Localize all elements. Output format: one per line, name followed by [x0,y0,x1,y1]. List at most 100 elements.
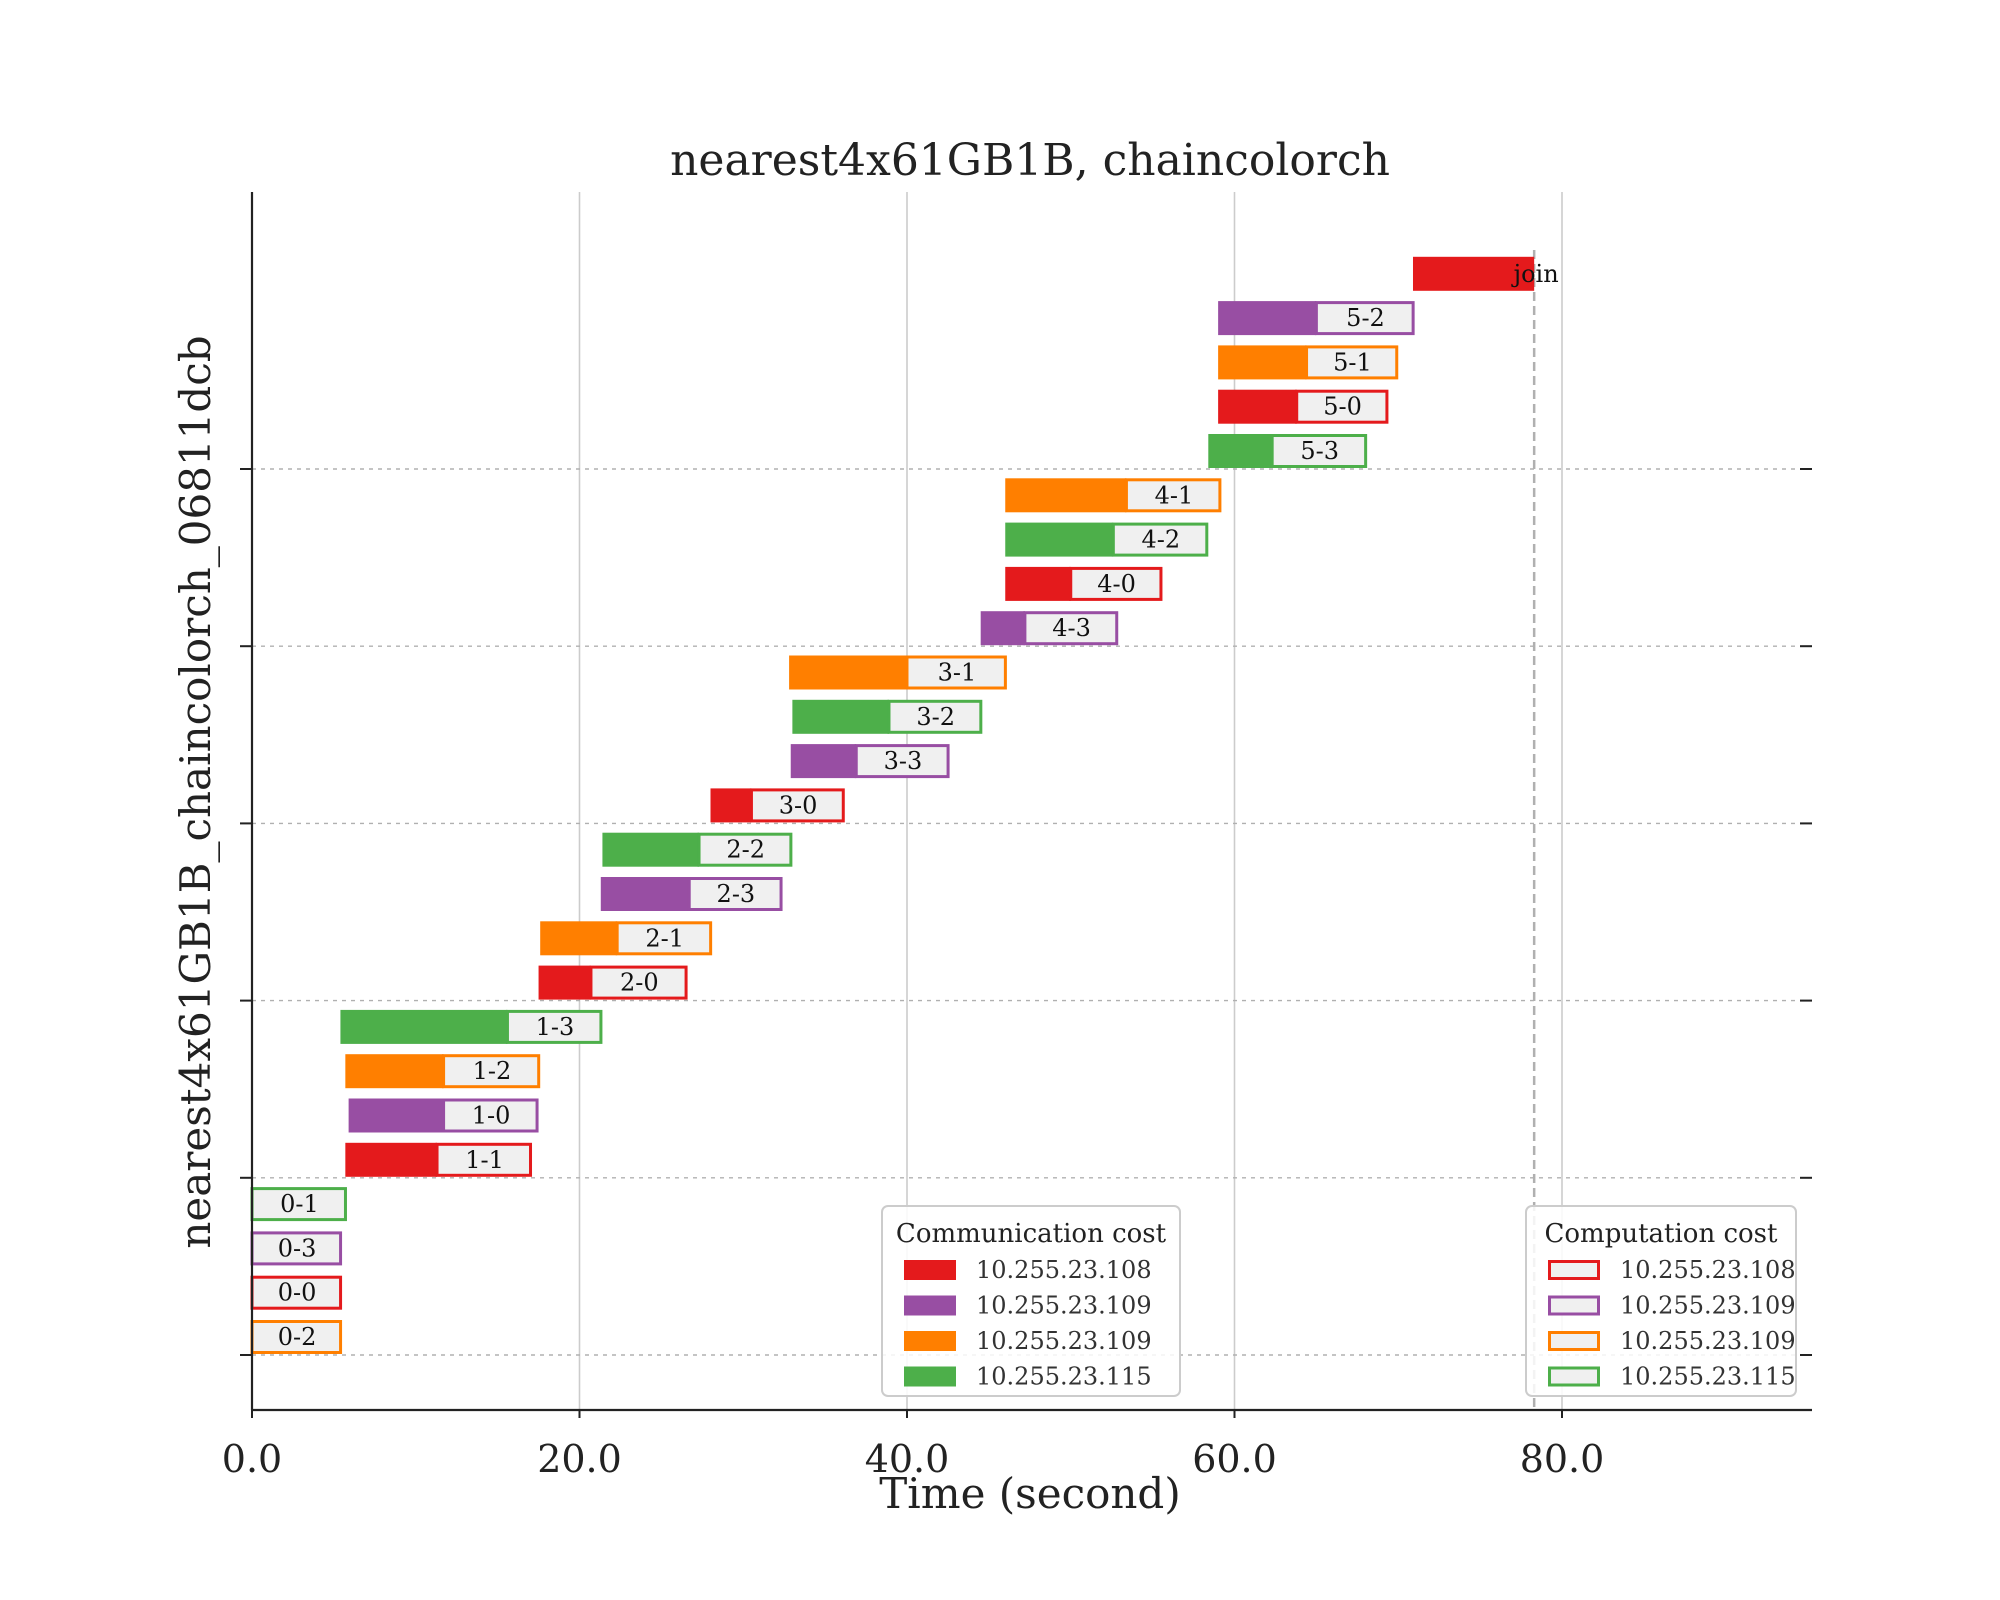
task-label: 4-1 [1155,481,1194,509]
legend-frame [881,1205,1181,1397]
task-label: 4-0 [1097,570,1136,598]
task-label: 2-1 [645,924,684,952]
communication-segment [540,921,618,956]
computation-segment [905,655,1007,690]
task-bar: 5-0 [1218,389,1389,424]
computation-segment [687,877,783,911]
task-label: 0-0 [278,1279,317,1307]
task-label: 1-1 [465,1146,504,1174]
communication-segment [1218,345,1307,380]
x-tick-label: 60.0 [1192,1437,1277,1481]
task-bar: 4-1 [1005,478,1222,513]
computation-segment [1023,611,1119,646]
task-bar: 3-2 [792,699,983,734]
computation-segment [435,1142,533,1177]
x-tick-label: 20.0 [537,1437,622,1481]
communication-segment [345,1054,444,1089]
task-label: 5-2 [1346,304,1385,332]
task-label: 0-1 [280,1190,319,1218]
legend-swatch [904,1331,956,1351]
x-axis-label: Time (second) [879,1469,1180,1518]
computation-segment [250,1231,343,1266]
computation-segment [1305,345,1399,380]
legend-entry-label: 10.255.23.115 [1620,1363,1796,1391]
legend-communication-cost: Communication cost 10.255.23.108 10.255.23… [881,1205,1181,1397]
task-bar: 0-0 [250,1275,343,1310]
task-label: 3-1 [938,659,977,687]
task-label: 5-0 [1323,393,1362,421]
communication-segment [602,832,700,867]
task-label: 0-3 [278,1234,317,1262]
task-label: 4-2 [1141,526,1180,554]
axes: 0.0 20.0 40.0 60.0 80.0 [222,192,1812,1481]
task-bar: 1-1 [345,1142,533,1177]
legend-swatch [1548,1331,1600,1351]
task-bar: 0-1 [250,1187,347,1222]
legend-title: Computation cost [1545,1219,1779,1249]
communication-segment [1005,478,1127,513]
task-bar: 4-0 [1005,566,1163,601]
computation-segment [1111,522,1209,557]
communication-segment [789,655,907,690]
communication-segment [1005,522,1114,557]
task-bar: 3-3 [790,744,950,779]
communication-segment [538,965,591,1000]
task-bar: 0-2 [250,1320,343,1354]
task-label: 4-3 [1052,614,1091,642]
legend-entry-label: 10.255.23.109 [976,1327,1152,1355]
legend-swatch [904,1366,956,1387]
legend-swatch [904,1260,956,1280]
computation-segment [442,1054,541,1089]
computation-segment [589,965,688,1000]
communication-segment [1005,566,1071,601]
x-tick-label: 80.0 [1520,1437,1605,1481]
task-label: 0-2 [278,1323,317,1351]
computation-segment [1124,478,1222,513]
communication-segment [1218,301,1317,336]
communication-segment [710,788,752,823]
legend-entry-label: 10.255.23.109 [1620,1327,1796,1355]
communication-segment [980,611,1025,646]
communication-segment [345,1142,438,1177]
communication-segment [1208,434,1273,468]
computation-segment [442,1098,539,1133]
task-label: 2-3 [717,880,756,908]
communication-segment [600,877,690,911]
bars: 0-2 0-0 0-3 0-1 1-1 1-0 1-2 1-3 2-0 2-1 2-3 2-2 3-0 3… [250,256,1559,1354]
computation-segment [1270,434,1368,468]
y-axis-label: nearest4x61GB1B_chaincolorch_06811dcb [171,335,220,1248]
task-bar: join [1412,256,1559,291]
legend-swatch [1548,1260,1600,1280]
task-label: 2-0 [620,969,659,997]
task-bar: 2-3 [600,877,783,911]
task-bar: 2-1 [540,921,713,956]
task-label: 1-0 [472,1102,511,1130]
task-bar: 1-3 [340,1009,603,1044]
legend-swatch [904,1295,956,1316]
x-tick-label: 0.0 [222,1437,282,1481]
task-label: 3-2 [916,703,955,731]
task-bar: 4-3 [980,611,1119,646]
x-tick-label: 40.0 [865,1437,950,1481]
communication-segment [792,699,889,734]
task-bar: 5-1 [1218,345,1399,380]
task-label: 5-3 [1300,437,1339,465]
task-bar: 3-1 [789,655,1007,690]
communication-segment [340,1009,508,1044]
computation-segment [250,1275,343,1310]
legend-swatch [1548,1295,1600,1316]
task-label: 3-3 [884,747,923,775]
task-bar: 2-2 [602,832,793,867]
chart-title: nearest4x61GB1B, chaincolorch [670,135,1390,186]
legend-title: Communication cost [896,1219,1167,1249]
task-bar: 4-2 [1005,522,1209,557]
communication-segment [348,1098,444,1133]
computation-segment [697,832,793,867]
legend-entry-label: 10.255.23.109 [976,1292,1152,1320]
task-bar: 0-3 [250,1231,343,1266]
computation-segment [1069,566,1163,601]
task-label: 5-1 [1333,348,1372,376]
legend-entry-label: 10.255.23.115 [976,1363,1152,1391]
computation-segment [887,699,983,734]
